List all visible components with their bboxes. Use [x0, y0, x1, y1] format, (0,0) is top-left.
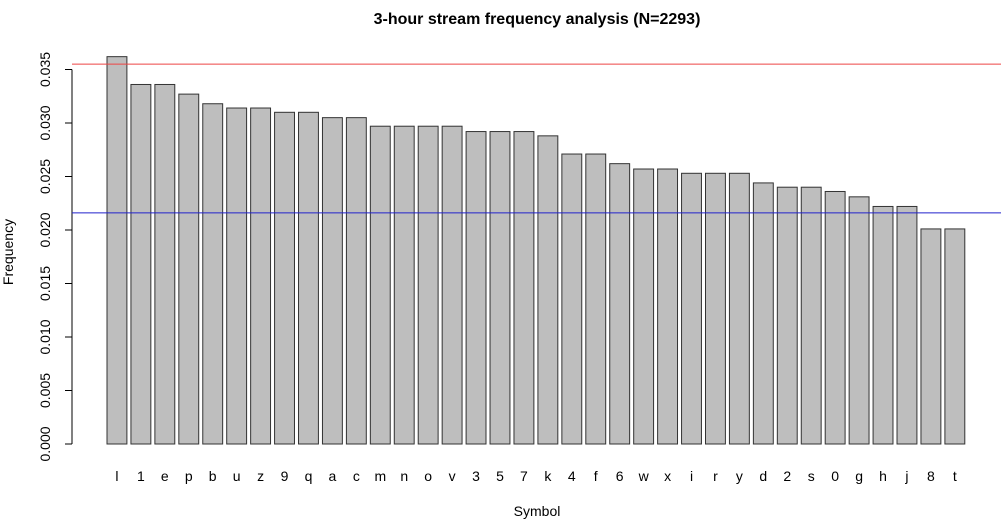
x-tick-label: i: [690, 468, 693, 484]
bar-i: [681, 172, 702, 445]
bar-7: [513, 131, 535, 445]
x-tick-label: 1: [137, 468, 145, 484]
bar-3: [465, 131, 487, 445]
bar-n: [393, 125, 415, 445]
bar-r: [705, 172, 726, 445]
x-tick-label: m: [374, 468, 386, 484]
bar-z: [250, 107, 272, 445]
x-tick-label: 5: [496, 468, 504, 484]
bar-g: [848, 196, 870, 445]
x-tick-label: 7: [520, 468, 528, 484]
x-tick-label: d: [759, 468, 767, 484]
x-tick-label: 6: [616, 468, 624, 484]
bar-l: [106, 56, 128, 445]
bar-f: [585, 153, 607, 445]
bar-d: [752, 182, 774, 445]
bar-6: [609, 163, 631, 445]
x-axis-label: Symbol: [514, 503, 561, 519]
bars-group: [106, 56, 966, 445]
x-tick-label: x: [664, 468, 671, 484]
bar-x: [657, 168, 679, 445]
x-tick-label: b: [209, 468, 217, 484]
bar-q: [298, 111, 319, 445]
y-tick-label: 0.035: [37, 52, 53, 87]
bar-m: [369, 125, 391, 445]
bar-w: [633, 168, 655, 445]
bar-4: [561, 153, 583, 445]
x-tick-label: a: [329, 468, 337, 484]
x-tick-label: 8: [927, 468, 935, 484]
x-tick-label: s: [808, 468, 815, 484]
x-tick-label: 9: [281, 468, 289, 484]
x-tick-label: w: [638, 468, 650, 484]
bar-v: [441, 125, 463, 445]
x-tick-label: p: [185, 468, 193, 484]
bar-8: [920, 228, 942, 445]
y-axis: 0.000 0.005 0.010 0.015 0.020 0.025 0.030 0.035: [37, 52, 73, 462]
bar-h: [872, 205, 894, 445]
x-tick-label: y: [736, 468, 743, 484]
x-tick-label: q: [305, 468, 313, 484]
x-tick-label: z: [257, 468, 264, 484]
bar-p: [178, 93, 200, 445]
x-tick-label: h: [879, 468, 887, 484]
bar-0: [824, 190, 846, 445]
bar-2: [776, 186, 798, 445]
bar-c: [345, 117, 367, 445]
reference-lines: [72, 63, 1001, 214]
bar-a: [321, 117, 343, 445]
y-tick-label: 0.010: [37, 319, 53, 354]
bar-t: [944, 228, 966, 445]
y-tick-label: 0.005: [37, 373, 53, 408]
x-tick-label: o: [424, 468, 432, 484]
bar-j: [896, 205, 918, 445]
x-tick-label: n: [400, 468, 408, 484]
bar-y: [728, 172, 750, 445]
y-tick-label: 0.020: [37, 212, 53, 247]
bar-u: [226, 107, 248, 445]
y-tick-label: 0.030: [37, 105, 53, 140]
bar-e: [154, 83, 176, 445]
bar-b: [202, 103, 224, 445]
x-tick-label: r: [713, 468, 718, 484]
chart-title: 3-hour stream frequency analysis (N=2293…: [374, 11, 701, 28]
x-tick-label: k: [544, 468, 552, 484]
x-tick-label: j: [904, 468, 908, 484]
x-tick-label: t: [953, 468, 957, 484]
y-tick-label: 0.025: [37, 159, 53, 194]
bar-k: [537, 135, 559, 445]
x-tick-label: 0: [831, 468, 839, 484]
bar-1: [130, 83, 152, 445]
x-tick-label: u: [233, 468, 241, 484]
bar-5: [489, 131, 511, 445]
x-tick-label: 4: [568, 468, 576, 484]
x-tick-label: f: [594, 468, 598, 484]
x-tick-label: v: [449, 468, 456, 484]
x-tick-label: g: [855, 468, 863, 484]
x-tick-label: l: [115, 468, 118, 484]
y-tick-label: 0.015: [37, 266, 53, 301]
x-tick-label: 2: [783, 468, 791, 484]
x-tick-label: e: [161, 468, 169, 484]
y-axis-label: Frequency: [0, 219, 16, 285]
bar-s: [800, 186, 822, 445]
bar-9: [274, 111, 295, 445]
y-tick-label: 0.000: [37, 426, 53, 461]
bar-o: [417, 125, 439, 445]
x-tick-label: c: [353, 468, 360, 484]
x-tick-label: 3: [472, 468, 480, 484]
